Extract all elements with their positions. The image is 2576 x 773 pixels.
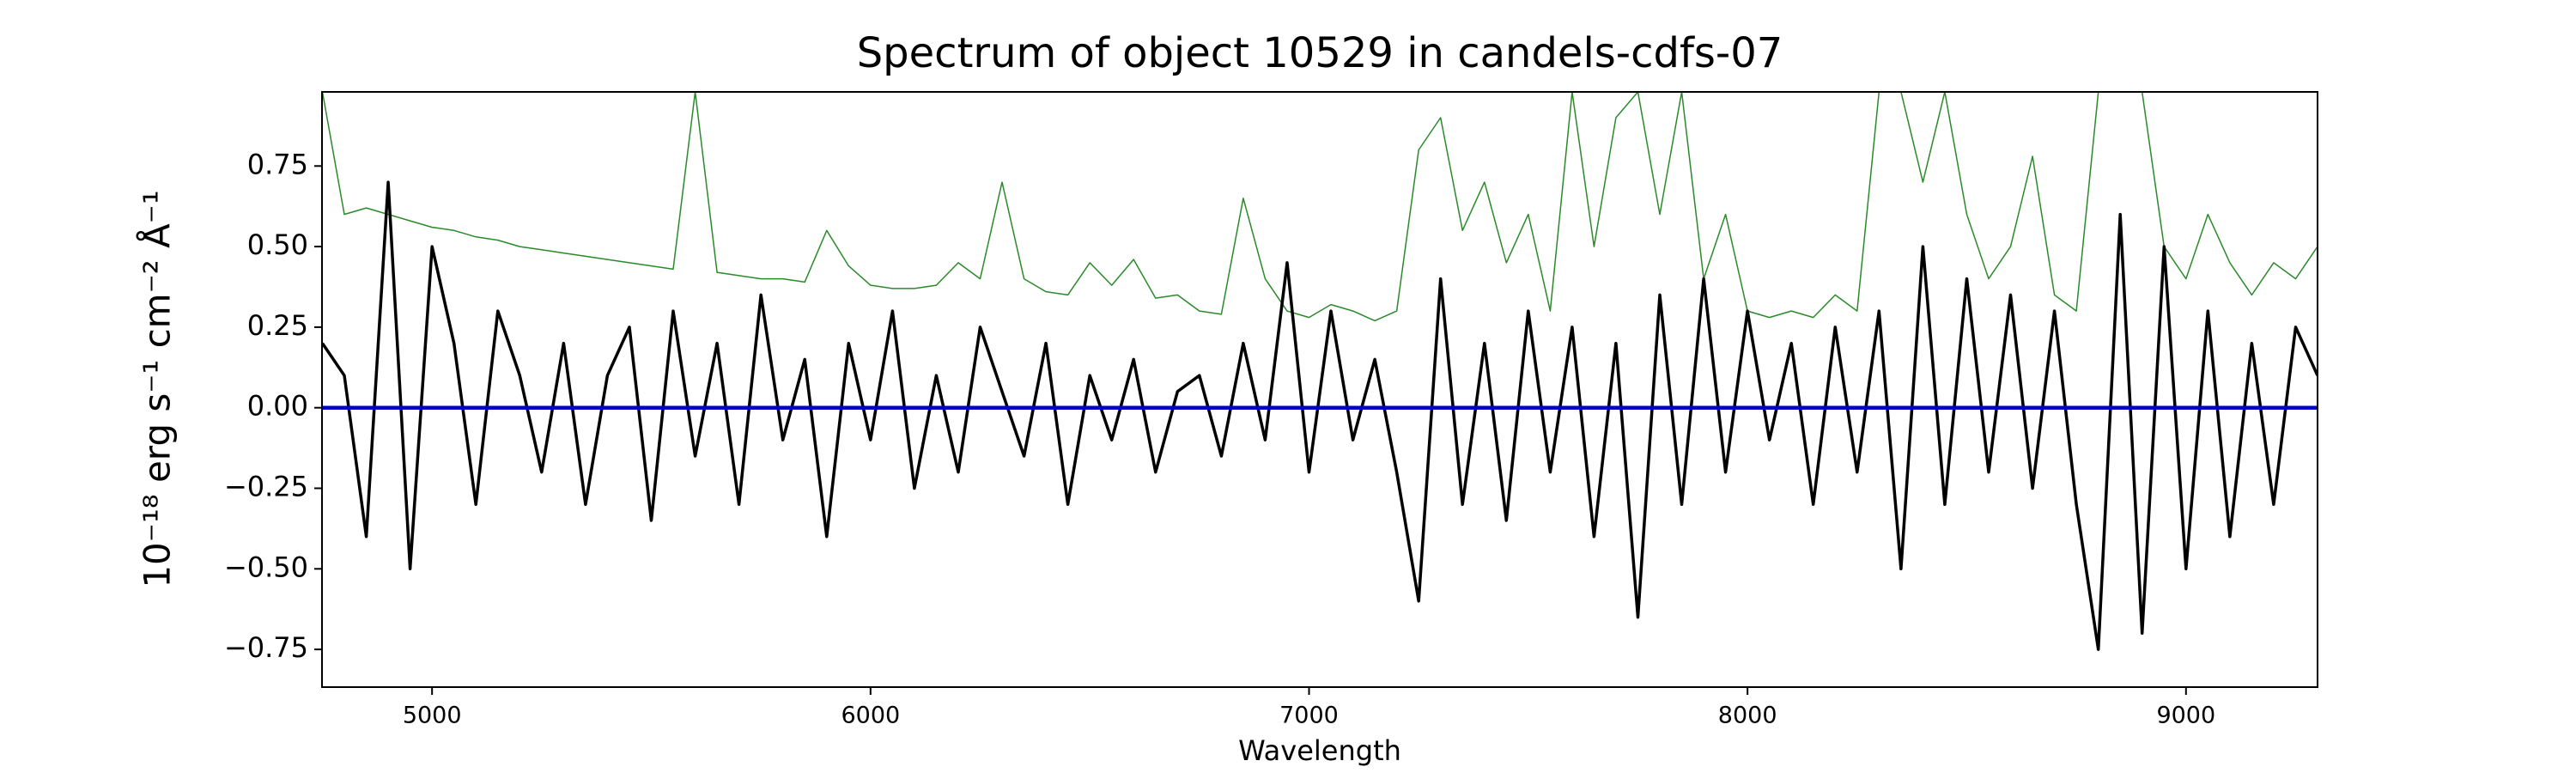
y-tick-label: 0.50 bbox=[247, 228, 308, 261]
x-tick-label: 5000 bbox=[403, 703, 462, 729]
x-tick-label: 9000 bbox=[2156, 703, 2215, 729]
spectrum-line bbox=[322, 180, 2318, 651]
y-tick-label: −0.25 bbox=[224, 470, 308, 502]
x-tick-label: 8000 bbox=[1718, 703, 1777, 729]
chart-title: Spectrum of object 10529 in candels-cdfs… bbox=[857, 29, 1783, 77]
x-axis-label: Wavelength bbox=[1238, 734, 1401, 767]
y-tick-label: −0.75 bbox=[224, 631, 308, 664]
spectrum-line bbox=[322, 92, 2318, 322]
y-tick-label: 0.25 bbox=[247, 309, 308, 342]
y-tick-label: −0.50 bbox=[224, 551, 308, 583]
y-tick-label: 0.00 bbox=[247, 390, 308, 423]
x-tick-label: 7000 bbox=[1279, 703, 1339, 729]
y-axis-label: 10⁻¹⁸ erg s⁻¹ cm⁻² Å⁻¹ bbox=[136, 190, 179, 587]
y-tick-label: 0.75 bbox=[247, 148, 308, 180]
plot-frame bbox=[321, 91, 2318, 688]
plot-area bbox=[322, 92, 2318, 651]
x-tick-label: 6000 bbox=[841, 703, 900, 729]
